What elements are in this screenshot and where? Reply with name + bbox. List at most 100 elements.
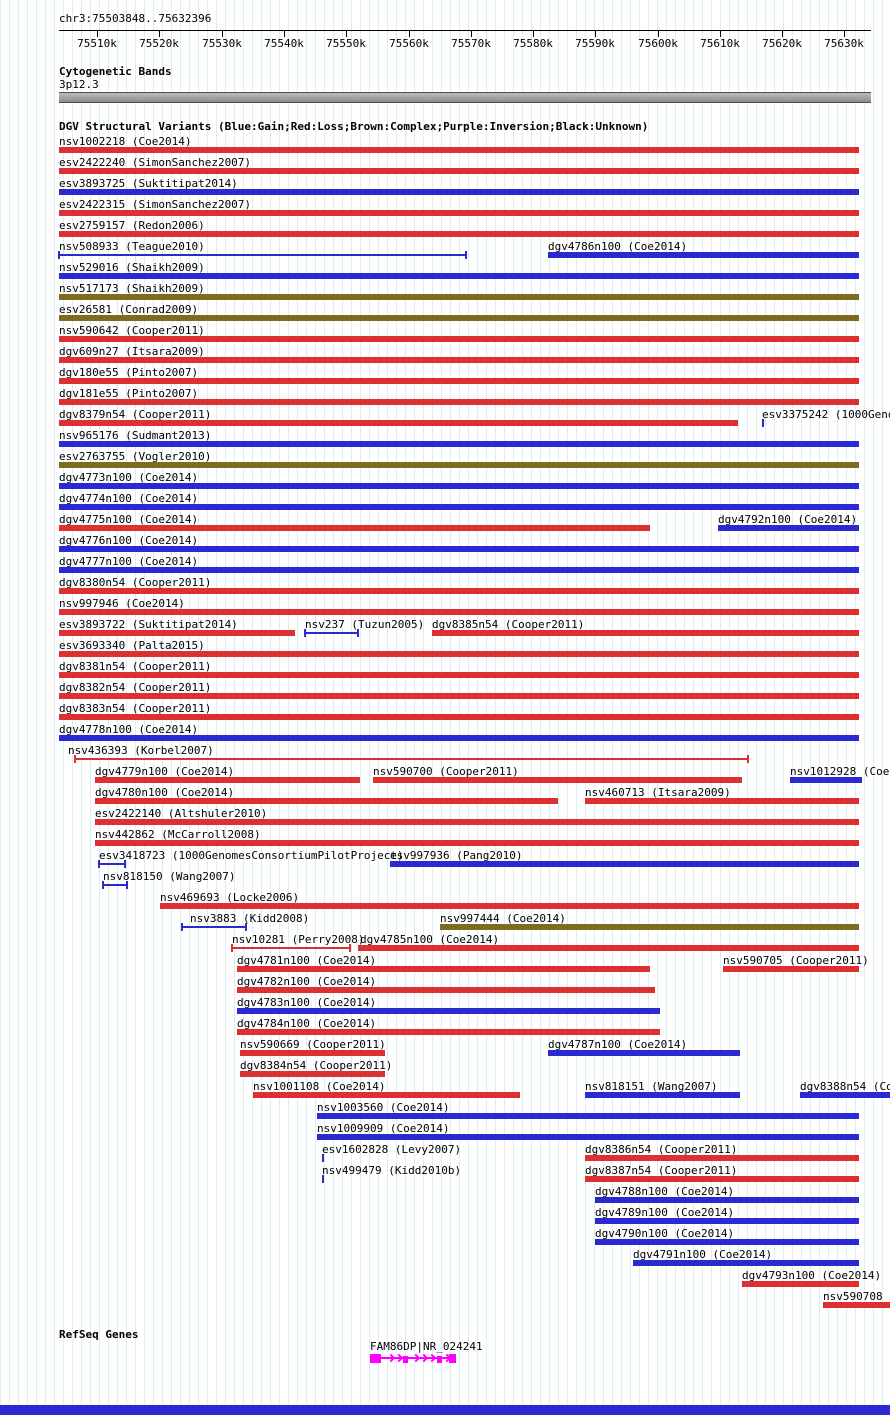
variant-bar[interactable] — [548, 1050, 740, 1056]
variant-label[interactable]: nsv1009909 (Coe2014) — [317, 1122, 450, 1135]
variant-bar[interactable] — [59, 735, 859, 741]
variant-label[interactable]: dgv4790n100 (Coe2014) — [595, 1227, 735, 1240]
variant-label[interactable]: dgv4788n100 (Coe2014) — [595, 1185, 735, 1198]
variant-bar[interactable] — [59, 189, 859, 195]
variant-bar[interactable] — [595, 1218, 859, 1224]
variant-label[interactable]: dgv8379n54 (Cooper2011) — [59, 408, 212, 421]
variant-bar[interactable] — [160, 903, 859, 909]
variant-bar[interactable] — [59, 504, 859, 510]
variant-bar[interactable] — [59, 630, 295, 636]
variant-label[interactable]: nsv436393 (Korbel2007) — [68, 744, 214, 757]
variant-label[interactable]: nsv818150 (Wang2007) — [103, 870, 236, 883]
variant-label[interactable]: dgv8385n54 (Cooper2011) — [432, 618, 585, 631]
variant-bar[interactable] — [240, 1071, 385, 1077]
variant-label[interactable]: dgv8386n54 (Cooper2011) — [585, 1143, 738, 1156]
variant-label[interactable]: dgv4774n100 (Coe2014) — [59, 492, 199, 505]
variant-label[interactable]: dgv8382n54 (Cooper2011) — [59, 681, 212, 694]
variant-label[interactable]: nsv1001108 (Coe2014) — [253, 1080, 386, 1093]
variant-label[interactable]: dgv8384n54 (Cooper2011) — [240, 1059, 393, 1072]
variant-label[interactable]: dgv4776n100 (Coe2014) — [59, 534, 199, 547]
variant-bar[interactable] — [59, 651, 859, 657]
variant-bar[interactable] — [237, 1008, 660, 1014]
variant-label[interactable]: nsv997946 (Coe2014) — [59, 597, 185, 610]
variant-label[interactable]: dgv4780n100 (Coe2014) — [95, 786, 235, 799]
variant-label[interactable]: esv3893722 (Suktitipat2014) — [59, 618, 238, 631]
variant-bar[interactable] — [59, 357, 859, 363]
variant-bar[interactable] — [59, 210, 859, 216]
variant-label[interactable]: dgv4779n100 (Coe2014) — [95, 765, 235, 778]
variant-label[interactable]: dgv8388n54 (Co — [800, 1080, 890, 1093]
variant-bar[interactable] — [59, 672, 859, 678]
variant-label[interactable]: esv2422240 (SimonSanchez2007) — [59, 156, 252, 169]
variant-label[interactable]: nsv590669 (Cooper2011) — [240, 1038, 386, 1051]
variant-bar[interactable] — [585, 798, 859, 804]
variant-label[interactable]: nsv1002218 (Coe2014) — [59, 135, 192, 148]
variant-label[interactable]: nsv529016 (Shaikh2009) — [59, 261, 205, 274]
variant-bar[interactable] — [59, 231, 859, 237]
variant-bar[interactable] — [237, 1029, 660, 1035]
variant-bar[interactable] — [358, 945, 859, 951]
variant-label[interactable]: esv26581 (Conrad2009) — [59, 303, 199, 316]
variant-span-line[interactable] — [99, 863, 125, 865]
variant-label[interactable]: dgv4781n100 (Coe2014) — [237, 954, 377, 967]
variant-label[interactable]: esv2422140 (Altshuler2010) — [95, 807, 268, 820]
variant-bar[interactable] — [440, 924, 859, 930]
variant-bar[interactable] — [59, 483, 859, 489]
variant-label[interactable]: esv2759157 (Redon2006) — [59, 219, 205, 232]
variant-bar[interactable] — [742, 1281, 859, 1287]
variant-bar[interactable] — [585, 1176, 859, 1182]
variant-span-line[interactable] — [103, 884, 127, 886]
variant-label[interactable]: dgv4783n100 (Coe2014) — [237, 996, 377, 1009]
variant-bar[interactable] — [237, 966, 650, 972]
variant-label[interactable]: esv3418723 (1000GenomesConsortiumPilotPr… — [99, 849, 404, 862]
variant-bar[interactable] — [432, 630, 859, 636]
variant-label[interactable]: dgv4782n100 (Coe2014) — [237, 975, 377, 988]
variant-bar[interactable] — [595, 1239, 859, 1245]
variant-label[interactable]: nsv10281 (Perry2008) — [232, 933, 365, 946]
variant-bar[interactable] — [723, 966, 859, 972]
variant-label[interactable]: esv3893725 (Suktitipat2014) — [59, 177, 238, 190]
variant-label[interactable]: nsv818151 (Wang2007) — [585, 1080, 718, 1093]
variant-label[interactable]: dgv4792n100 (Coe2014) — [718, 513, 858, 526]
variant-bar[interactable] — [59, 336, 859, 342]
variant-label[interactable]: dgv4775n100 (Coe2014) — [59, 513, 199, 526]
variant-span-line[interactable] — [59, 254, 466, 256]
variant-label[interactable]: nsv460713 (Itsara2009) — [585, 786, 731, 799]
variant-bar[interactable] — [633, 1260, 859, 1266]
variant-bar[interactable] — [59, 399, 859, 405]
variant-bar[interactable] — [95, 819, 859, 825]
variant-label[interactable]: dgv4778n100 (Coe2014) — [59, 723, 199, 736]
variant-label[interactable]: dgv181e55 (Pinto2007) — [59, 387, 199, 400]
variant-label[interactable]: dgv4789n100 (Coe2014) — [595, 1206, 735, 1219]
variant-span-line[interactable] — [232, 947, 350, 949]
variant-span-line[interactable] — [305, 632, 358, 634]
variant-bar[interactable] — [59, 693, 859, 699]
variant-tick[interactable] — [322, 1154, 324, 1162]
variant-tick[interactable] — [322, 1175, 324, 1183]
variant-bar[interactable] — [253, 1092, 520, 1098]
variant-bar[interactable] — [59, 609, 859, 615]
variant-span-line[interactable] — [182, 926, 246, 928]
variant-bar[interactable] — [59, 273, 859, 279]
variant-label[interactable]: dgv4793n100 (Coe2014) — [742, 1269, 882, 1282]
variant-bar[interactable] — [59, 462, 859, 468]
variant-label[interactable]: dgv8387n54 (Cooper2011) — [585, 1164, 738, 1177]
variant-label[interactable]: nsv1012928 (Coe20 — [790, 765, 890, 778]
variant-label[interactable]: nsv469693 (Locke2006) — [160, 891, 300, 904]
variant-bar[interactable] — [548, 252, 859, 258]
variant-label[interactable]: dgv4773n100 (Coe2014) — [59, 471, 199, 484]
variant-bar[interactable] — [59, 315, 859, 321]
variant-bar[interactable] — [59, 420, 738, 426]
variant-label[interactable]: dgv4791n100 (Coe2014) — [633, 1248, 773, 1261]
variant-bar[interactable] — [59, 525, 650, 531]
variant-bar[interactable] — [59, 378, 859, 384]
variant-bar[interactable] — [718, 525, 859, 531]
cytoband-bar[interactable] — [59, 92, 871, 103]
variant-label[interactable]: nsv3883 (Kidd2008) — [190, 912, 310, 925]
variant-bar[interactable] — [237, 987, 655, 993]
variant-bar[interactable] — [317, 1134, 859, 1140]
variant-bar[interactable] — [59, 294, 859, 300]
variant-bar[interactable] — [59, 714, 859, 720]
variant-bar[interactable] — [240, 1050, 385, 1056]
variant-label[interactable]: esv3693340 (Palta2015) — [59, 639, 205, 652]
